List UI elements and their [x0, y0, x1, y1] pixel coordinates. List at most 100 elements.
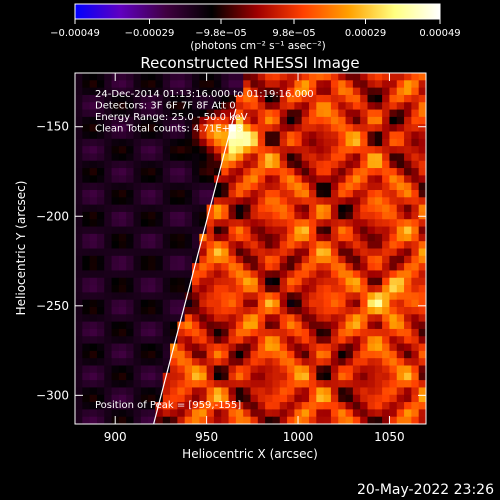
- heatmap-cell: [184, 87, 193, 96]
- heatmap-cell: [177, 416, 186, 424]
- heatmap-cell: [265, 387, 273, 396]
- heatmap-cell: [323, 182, 332, 191]
- heatmap-cell: [250, 102, 259, 110]
- heatmap-cell: [287, 109, 295, 118]
- heatmap-cell: [75, 387, 83, 396]
- heatmap-cell: [243, 314, 251, 323]
- heatmap-cell: [374, 233, 383, 242]
- heatmap-cell: [177, 350, 186, 359]
- heatmap-cell: [345, 394, 354, 403]
- heatmap-cell: [192, 255, 200, 264]
- heatmap-cell: [330, 116, 339, 125]
- heatmap-cell: [111, 80, 120, 89]
- heatmap-cell: [155, 102, 164, 110]
- heatmap-cell: [89, 124, 98, 132]
- heatmap-cell: [418, 197, 426, 206]
- heatmap-cell: [265, 358, 273, 366]
- heatmap-cell: [221, 241, 229, 249]
- heatmap-cell: [213, 380, 222, 388]
- heatmap-cell: [418, 365, 426, 374]
- heatmap-cell: [126, 94, 134, 103]
- heatmap-cell: [170, 175, 178, 184]
- heatmap-cell: [221, 402, 229, 410]
- heatmap-cell: [82, 153, 91, 162]
- heatmap-cell: [396, 277, 405, 286]
- heatmap-cell: [148, 307, 156, 315]
- heatmap-cell: [418, 358, 426, 366]
- heatmap-cell: [374, 248, 383, 257]
- heatmap-cell: [235, 277, 244, 286]
- heatmap-cell: [155, 372, 164, 381]
- heatmap-cell: [338, 248, 346, 257]
- heatmap-cell: [338, 153, 346, 162]
- heatmap-cell: [126, 285, 134, 293]
- heatmap-cell: [133, 372, 142, 381]
- heatmap-cell: [316, 270, 325, 279]
- heatmap-cell: [170, 255, 178, 264]
- heatmap-cell: [206, 292, 215, 301]
- heatmap-cell: [126, 124, 134, 132]
- heatmap-cell: [177, 328, 186, 337]
- heatmap-cell: [323, 146, 332, 154]
- heatmap-cell: [382, 358, 390, 366]
- heatmap-cell: [367, 94, 376, 103]
- heatmap-cell: [170, 358, 178, 366]
- heatmap-cell: [294, 350, 303, 359]
- heatmap-cell: [265, 160, 273, 169]
- heatmap-cell: [272, 116, 281, 125]
- heatmap-cell: [404, 307, 412, 315]
- heatmap-cell: [382, 409, 390, 418]
- heatmap-cell: [294, 87, 303, 96]
- heatmap-cell: [184, 190, 193, 198]
- heatmap-cell: [184, 168, 193, 176]
- heatmap-cell: [360, 124, 368, 132]
- heatmap-cell: [184, 292, 193, 301]
- heatmap-cell: [396, 73, 405, 81]
- heatmap-cell: [126, 314, 134, 323]
- heatmap-cell: [257, 263, 266, 271]
- heatmap-cell: [118, 270, 127, 279]
- heatmap-cell: [213, 387, 222, 396]
- heatmap-cell: [265, 175, 273, 184]
- heatmap-cell: [199, 109, 208, 118]
- heatmap-cell: [89, 372, 98, 381]
- heatmap-cell: [382, 402, 390, 410]
- heatmap-cell: [213, 73, 222, 81]
- heatmap-cell: [330, 285, 339, 293]
- heatmap-cell: [418, 116, 426, 125]
- heatmap-cell: [96, 226, 105, 235]
- heatmap-cell: [411, 94, 420, 103]
- heatmap-cell: [360, 277, 368, 286]
- heatmap-cell: [243, 263, 251, 271]
- heatmap-cell: [338, 168, 346, 176]
- heatmap-cell: [199, 248, 208, 257]
- heatmap-cell: [404, 160, 412, 169]
- heatmap-cell: [272, 248, 281, 257]
- heatmap-cell: [367, 124, 376, 132]
- heatmap-cell: [118, 182, 127, 191]
- heatmap-cell: [75, 350, 83, 359]
- heatmap-cell: [316, 204, 325, 213]
- heatmap-cell: [140, 124, 149, 132]
- heatmap-cell: [177, 372, 186, 381]
- heatmap-cell: [89, 102, 98, 110]
- heatmap-cell: [279, 219, 288, 227]
- heatmap-cell: [89, 299, 98, 308]
- heatmap-cell: [75, 416, 83, 424]
- heatmap-cell: [235, 409, 244, 418]
- heatmap-cell: [104, 153, 112, 162]
- heatmap-cell: [213, 365, 222, 374]
- heatmap-cell: [323, 328, 332, 337]
- heatmap-cell: [221, 307, 229, 315]
- heatmap-cell: [111, 321, 120, 330]
- heatmap-cell: [316, 277, 325, 286]
- heatmap-cell: [345, 138, 354, 147]
- heatmap-cell: [330, 226, 339, 235]
- heatmap-cell: [316, 285, 325, 293]
- heatmap-cell: [75, 365, 83, 374]
- heatmap-cell: [243, 204, 251, 213]
- heatmap-cell: [155, 197, 164, 206]
- heatmap-cell: [404, 73, 412, 81]
- heatmap-cell: [213, 402, 222, 410]
- heatmap-cell: [338, 365, 346, 374]
